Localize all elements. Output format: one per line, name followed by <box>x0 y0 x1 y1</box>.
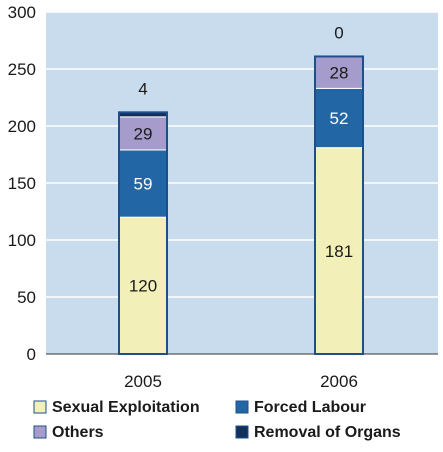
legend-item: Forced Labour <box>235 399 366 416</box>
legend-swatch <box>33 425 47 439</box>
data-label: 0 <box>334 23 343 42</box>
legend-label: Forced Labour <box>254 399 366 416</box>
legend-item: Removal of Organs <box>235 424 401 441</box>
bar-outline <box>314 55 364 356</box>
y-tick-label: 250 <box>8 60 36 79</box>
data-label: 59 <box>134 175 153 194</box>
y-tick-label: 200 <box>8 117 36 136</box>
legend-label: Sexual Exploitation <box>52 399 200 416</box>
x-tick-label: 2005 <box>124 372 162 391</box>
y-tick-label: 150 <box>8 174 36 193</box>
bar-outline <box>118 111 168 355</box>
data-label: 52 <box>330 109 349 128</box>
data-label: 28 <box>330 63 349 82</box>
y-tick-label: 0 <box>27 345 36 364</box>
legend: Sexual Exploitation Forced Labour Others Re… <box>33 399 401 441</box>
bar-segment <box>118 149 168 218</box>
y-tick-label: 100 <box>8 231 36 250</box>
y-tick-label: 300 <box>8 3 36 22</box>
legend-item: Sexual Exploitation <box>33 399 200 416</box>
data-label: 181 <box>325 242 353 261</box>
legend-label: Removal of Organs <box>254 424 401 441</box>
data-label: 120 <box>129 277 157 296</box>
x-tick-label: 2006 <box>320 372 358 391</box>
legend-swatch <box>235 400 249 414</box>
data-label: 4 <box>138 79 147 98</box>
legend-label: Others <box>52 424 104 441</box>
legend-swatch <box>33 400 47 414</box>
bars: 120 59 29 4 181 52 28 0 <box>118 23 364 356</box>
bar-segment <box>314 55 364 89</box>
y-tick-label: 50 <box>17 288 36 307</box>
legend-swatch <box>235 425 249 439</box>
data-label: 29 <box>134 124 153 143</box>
x-axis-ticks: 2005 2006 <box>124 372 358 391</box>
legend-item: Others <box>33 424 104 441</box>
gridlines <box>46 11 438 298</box>
y-axis-ticks: 0 50 100 150 200 250 300 <box>8 3 438 364</box>
